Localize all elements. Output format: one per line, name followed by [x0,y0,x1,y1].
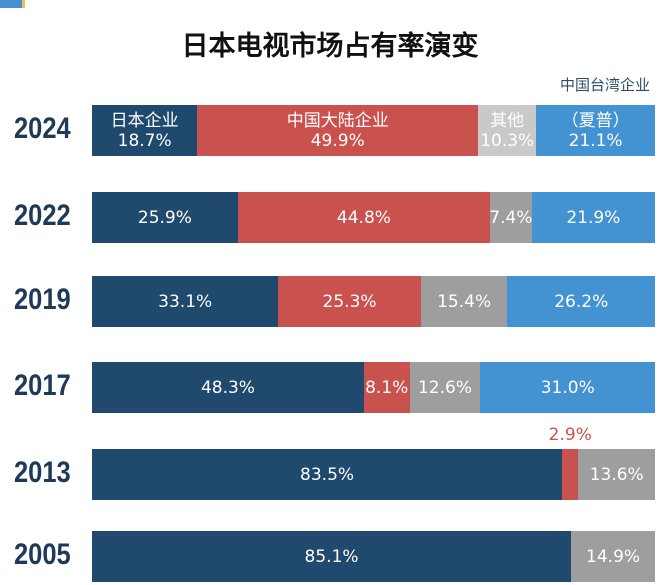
legend-label-japan: 日本企业 [110,110,179,131]
data-label-japan: 18.7% [117,130,172,151]
data-label-japan: 85.1% [304,546,359,567]
data-label-japan: 33.1% [158,291,213,312]
data-label-taiwan: 26.2% [554,291,609,312]
data-label-taiwan: 31.0% [540,377,595,398]
data-label-japan: 83.5% [300,464,355,485]
bar-segment-japan: 85.1% [92,531,572,582]
data-label-china: 2.9% [548,425,592,445]
bar-segment-japan: 日本企业 18.7% [92,105,198,156]
bar-segment-china [562,449,579,500]
bar-segment-other: 13.6% [578,449,655,500]
bar-segment-japan: 25.9% [92,192,238,243]
data-label-china: 25.3% [322,291,377,312]
bar-segment-other: 7.4% [489,192,533,243]
year-label: 2017 [14,369,71,402]
data-label-china: 8.1% [365,377,409,398]
bar-segment-other: 其他 10.3% [478,105,537,156]
data-label-other: 12.6% [417,377,472,398]
corner-logo [0,0,25,8]
legend-taiwan-label: 中国台湾企业 [559,76,650,94]
chart-title: 日本电视市场占有率演变 [181,31,479,62]
bar-segment-china: 44.8% [237,192,491,243]
bar-segment-taiwan: （夏普） 21.1% [536,105,655,156]
data-label-other: 13.6% [589,464,644,485]
data-label-other: 7.4% [489,207,533,228]
data-label-china: 44.8% [336,207,391,228]
year-label: 2013 [14,456,71,489]
bar-segment-japan: 33.1% [92,276,279,327]
bar-segment-other: 12.6% [409,362,481,413]
bar-segment-japan: 83.5% [92,449,563,500]
bar-segment-other: 15.4% [420,276,508,327]
year-label: 2019 [14,283,71,316]
legend-label-taiwan: （夏普） [561,110,630,131]
bar-segment-china: 中国大陆企业 49.9% [197,105,479,156]
data-label-taiwan: 21.1% [568,130,623,151]
data-label-japan: 48.3% [200,377,255,398]
legend-label-other: 其他 [490,110,525,131]
data-label-other: 14.9% [586,546,641,567]
data-label-other: 15.4% [437,291,492,312]
year-label: 2024 [14,112,71,145]
bar-segment-taiwan: 31.0% [480,362,655,413]
bar-segment-other: 14.9% [571,531,655,582]
year-label: 2005 [14,538,71,571]
data-label-japan: 25.9% [137,207,192,228]
data-label-taiwan: 21.9% [566,207,621,228]
legend-label-china: 中国大陆企业 [286,110,389,131]
bar-segment-china: 25.3% [278,276,421,327]
bar-segment-taiwan: 26.2% [507,276,655,327]
bar-segment-japan: 48.3% [92,362,364,413]
bar-segment-taiwan: 21.9% [531,192,655,243]
data-label-china: 49.9% [310,130,365,151]
bar-segment-china: 8.1% [363,362,410,413]
year-label: 2022 [14,199,71,232]
data-label-other: 10.3% [480,130,535,151]
